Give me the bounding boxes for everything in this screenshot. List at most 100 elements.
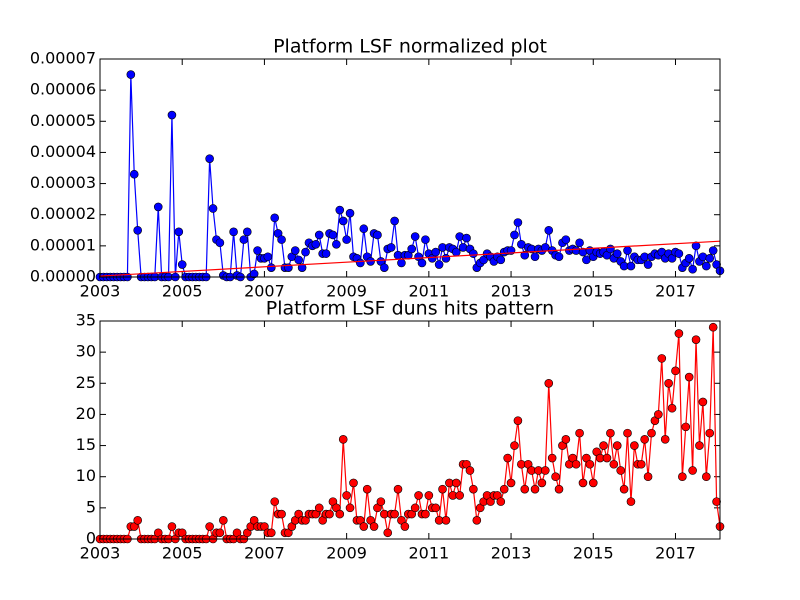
data-point: [342, 235, 351, 244]
data-point: [400, 522, 410, 531]
data-point: [681, 422, 691, 432]
data-point: [356, 258, 365, 268]
data-point: [266, 263, 276, 272]
data-point: [540, 466, 550, 475]
data-point: [551, 472, 560, 482]
data-point: [362, 484, 372, 494]
data-point: [376, 497, 386, 506]
x-tick-label: 2007: [244, 544, 285, 563]
data-point: [342, 491, 351, 500]
data-point: [606, 428, 615, 438]
data-point: [451, 247, 461, 257]
data-point: [654, 410, 663, 419]
data-point: [616, 466, 625, 475]
data-point: [705, 254, 715, 263]
data-point: [465, 466, 475, 475]
data-point: [328, 230, 338, 240]
data-point: [575, 238, 584, 248]
data-point: [380, 263, 389, 272]
data-point: [345, 503, 355, 513]
data-point: [441, 516, 451, 525]
data-point: [167, 522, 177, 531]
data-point: [678, 472, 687, 482]
data-point: [414, 491, 423, 500]
axes-frame: [99, 58, 721, 278]
data-point: [561, 435, 571, 444]
data-point: [421, 509, 430, 519]
y-tick-label: 10: [76, 466, 96, 485]
data-point: [153, 202, 163, 212]
plot-area: Platform LSF normalized plot 0.00000 0.000…: [30, 36, 725, 301]
data-point: [619, 484, 629, 494]
data-point: [205, 154, 214, 163]
data-point: [510, 441, 519, 450]
data-point: [390, 216, 399, 226]
data-point: [455, 491, 464, 500]
data-point: [410, 232, 420, 241]
data-point: [537, 478, 547, 488]
data-point: [451, 478, 461, 488]
data-point: [462, 233, 471, 243]
data-point: [345, 208, 355, 218]
data-point: [133, 516, 142, 525]
data-point: [544, 225, 554, 235]
x-tick-label: 2005: [162, 282, 203, 301]
data-point: [667, 403, 677, 413]
data-point: [684, 254, 694, 263]
data-point: [520, 484, 530, 494]
data-point: [335, 509, 345, 519]
data-point: [239, 235, 249, 244]
series-line: [100, 240, 720, 277]
data-point: [691, 335, 701, 344]
data-point: [424, 491, 434, 500]
y-tick-label: 0.00007: [30, 49, 96, 68]
data-point: [438, 484, 447, 494]
data-point: [571, 459, 581, 469]
data-point: [588, 478, 598, 488]
data-point: [623, 246, 632, 255]
data-point: [623, 428, 632, 438]
data-point: [708, 246, 718, 255]
data-point: [431, 247, 441, 257]
data-point: [612, 441, 622, 450]
data-point: [643, 472, 653, 482]
data-point: [705, 428, 715, 438]
x-tick-label: 2005: [162, 544, 203, 563]
y-tick-label: 15: [76, 435, 96, 454]
data-point: [496, 255, 506, 265]
x-tick-label: 2013: [491, 544, 532, 563]
data-point: [602, 453, 612, 463]
y-tick-label: 35: [76, 311, 96, 330]
data-point: [126, 70, 136, 79]
data-point: [499, 484, 509, 494]
data-point: [691, 241, 701, 251]
data-point: [585, 459, 595, 469]
data-point: [441, 254, 451, 263]
data-point: [133, 225, 142, 235]
data-point: [129, 169, 139, 179]
y-tick-label: 0.00001: [30, 235, 96, 254]
data-point: [253, 246, 262, 255]
data-point: [695, 441, 704, 450]
data-point: [249, 269, 259, 279]
data-point: [578, 478, 588, 488]
data-point: [609, 459, 619, 469]
data-point: [421, 235, 430, 244]
x-tick-label: 2017: [655, 282, 696, 301]
data-point: [208, 204, 218, 213]
data-point: [290, 246, 300, 255]
chart-title: Platform LSF normalized plot: [273, 36, 547, 58]
data-point: [417, 258, 427, 268]
data-point: [674, 249, 684, 258]
data-point: [359, 224, 369, 234]
data-point: [561, 235, 571, 244]
data-point: [277, 235, 286, 244]
y-tick-label: 25: [76, 373, 96, 392]
data-point: [530, 484, 540, 494]
data-point: [503, 453, 512, 463]
data-point: [242, 227, 252, 237]
data-point: [410, 503, 420, 513]
plot-area: Platform LSF duns hits pattern 0 5 10 15 20 25…: [76, 298, 725, 563]
data-point: [554, 252, 564, 262]
